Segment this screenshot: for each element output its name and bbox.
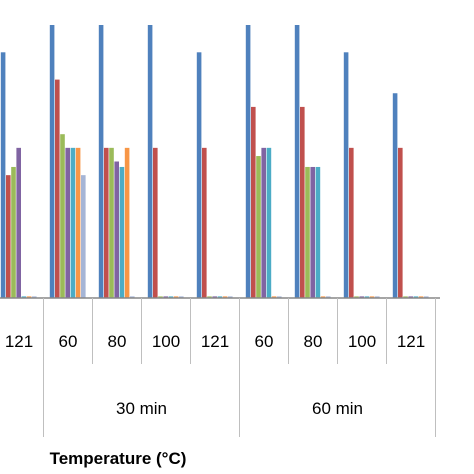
- bar-series-6-cat-2: [75, 147, 81, 298]
- x-tick-label: 100: [152, 332, 180, 351]
- bar-series-7-cat-6: [277, 296, 282, 298]
- bar-series-1-cat-3: [98, 25, 104, 298]
- bar-series-4-cat-8: [359, 296, 364, 298]
- bar-series-3-cat-2: [60, 134, 65, 298]
- bar-series-3-cat-8: [354, 296, 359, 298]
- bar-series-3-cat-1: [11, 166, 16, 298]
- bar-series-7-cat-8: [375, 296, 380, 298]
- bar-series-7-cat-5: [228, 296, 233, 298]
- bar-series-2-cat-2: [55, 79, 60, 298]
- bar-series-6-cat-8: [369, 296, 375, 298]
- bar-series-7-cat-7: [326, 296, 331, 298]
- bar-series-5-cat-7: [315, 166, 321, 298]
- bar-series-2-cat-1: [6, 175, 11, 298]
- bar-series-2-cat-9: [398, 147, 403, 298]
- bar-series-6-cat-3: [124, 147, 130, 298]
- axis-separators: [43, 298, 436, 437]
- bar-series-1-cat-6: [245, 25, 251, 298]
- group-label-1: 30 min: [116, 399, 167, 418]
- x-axis-title: Temperature (°C): [50, 449, 187, 468]
- bar-series-5-cat-9: [413, 296, 419, 298]
- x-tick-label: 60: [59, 332, 78, 351]
- group-label-2: 60 min: [312, 399, 363, 418]
- bar-series-4-cat-5: [212, 296, 217, 298]
- bar-series-7-cat-4: [179, 296, 184, 298]
- bar-series-1-cat-7: [294, 25, 300, 298]
- bar-series-2-cat-8: [349, 147, 354, 298]
- bar-series-6-cat-4: [173, 296, 179, 298]
- x-tick-label: 121: [397, 332, 425, 351]
- bar-series-4-cat-3: [114, 161, 119, 298]
- bar-series-2-cat-4: [153, 147, 158, 298]
- bar-series-3-cat-6: [256, 156, 261, 298]
- bar-series-4-cat-9: [408, 296, 413, 298]
- bar-series-5-cat-8: [364, 296, 370, 298]
- x-tick-label: 121: [201, 332, 229, 351]
- bar-series-1-cat-9: [392, 93, 398, 298]
- bar-series-5-cat-1: [21, 296, 27, 298]
- bar-series-3-cat-9: [403, 296, 408, 298]
- bar-series-1-cat-1: [0, 52, 6, 298]
- bar-series-5-cat-4: [168, 296, 174, 298]
- x-tick-label: 60: [255, 332, 274, 351]
- bar-series-2-cat-5: [202, 147, 207, 298]
- bar-series-5-cat-6: [266, 147, 272, 298]
- bar-series-3-cat-4: [158, 296, 163, 298]
- bar-series-6-cat-9: [418, 296, 424, 298]
- bar-series-7-cat-3: [130, 296, 135, 298]
- x-tick-label: 100: [348, 332, 376, 351]
- bar-series-6-cat-6: [271, 296, 277, 298]
- bar-series-1-cat-4: [147, 25, 153, 298]
- bar-series-6-cat-7: [320, 296, 326, 298]
- bar-series-2-cat-6: [251, 106, 256, 299]
- bar-series-1-cat-2: [49, 25, 55, 298]
- bar-series-6-cat-5: [222, 296, 228, 298]
- bar-series-3-cat-5: [207, 296, 212, 298]
- bar-series-3-cat-7: [305, 166, 310, 298]
- bar-series-5-cat-5: [217, 296, 223, 298]
- bar-series-4-cat-2: [65, 147, 70, 298]
- bar-series-1-cat-5: [196, 52, 202, 298]
- bar-series-2-cat-3: [104, 147, 109, 298]
- bar-series-4-cat-7: [310, 166, 315, 298]
- bar-series-7-cat-9: [424, 296, 429, 298]
- bar-series-2-cat-7: [300, 106, 305, 299]
- group-labels: 30 min 60 min: [116, 399, 363, 418]
- bars-layer: [0, 25, 429, 299]
- x-tick-label: 80: [108, 332, 127, 351]
- bar-series-7-cat-2: [81, 175, 86, 298]
- x-tick-label: 80: [304, 332, 323, 351]
- tick-labels: 121 60 80 100 121 60 80 100 121: [5, 332, 425, 351]
- bar-series-4-cat-6: [261, 147, 266, 298]
- bar-series-4-cat-4: [163, 296, 168, 298]
- bar-series-7-cat-1: [32, 296, 37, 298]
- x-tick-label: 121: [5, 332, 33, 351]
- bar-series-5-cat-3: [119, 166, 125, 298]
- bar-series-3-cat-3: [109, 147, 114, 298]
- bar-series-1-cat-8: [343, 52, 349, 298]
- bar-series-5-cat-2: [70, 147, 76, 298]
- bar-series-4-cat-1: [16, 147, 21, 298]
- bar-series-6-cat-1: [26, 296, 32, 298]
